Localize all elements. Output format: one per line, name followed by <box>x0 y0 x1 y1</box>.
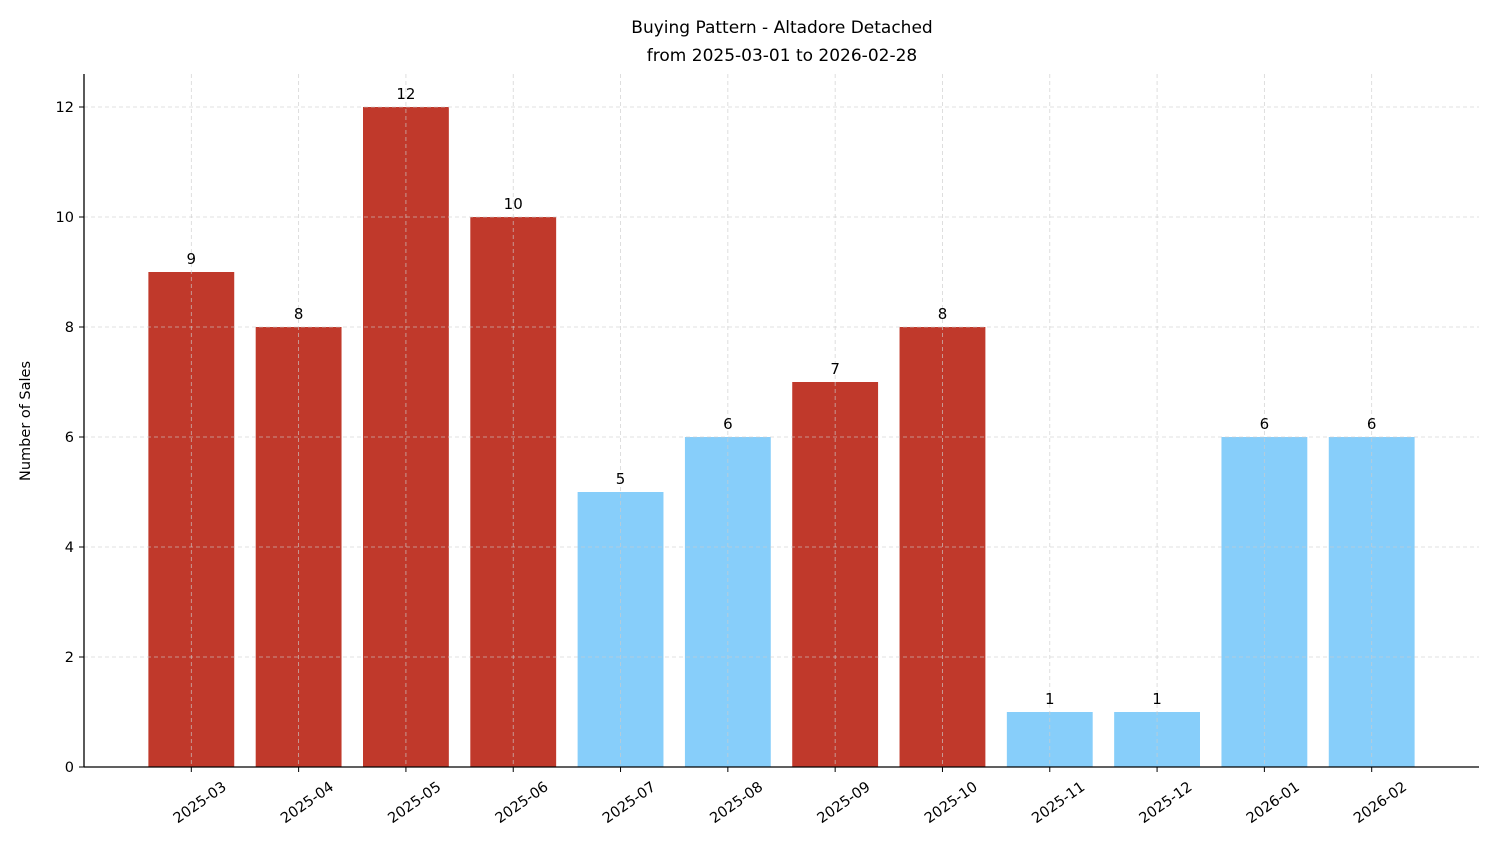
data-label-2025-11: 1 <box>1045 690 1055 708</box>
x-tick-label: 2025-03 <box>171 779 230 827</box>
data-label-2026-01: 6 <box>1260 415 1270 433</box>
x-tick-label: 2025-11 <box>1029 779 1088 827</box>
data-labels: 9 8 12 10 5 6 7 8 1 1 6 6 <box>187 85 1377 708</box>
y-tick-label: 0 <box>65 760 74 776</box>
data-label-2025-05: 12 <box>396 85 415 103</box>
data-label-2025-12: 1 <box>1152 690 1162 708</box>
data-label-2025-07: 5 <box>616 470 626 488</box>
x-tick-label: 2026-01 <box>1244 779 1303 827</box>
x-tick-label: 2025-09 <box>815 779 874 827</box>
data-label-2025-10: 8 <box>938 305 948 323</box>
y-tick-label: 8 <box>65 320 74 336</box>
x-tick-label: 2025-05 <box>385 779 444 827</box>
data-label-2025-09: 7 <box>830 360 840 378</box>
data-label-2026-02: 6 <box>1367 415 1377 433</box>
y-tick-label: 12 <box>56 100 74 116</box>
x-tick-label: 2025-07 <box>600 779 659 827</box>
x-tick-label: 2025-10 <box>922 779 981 827</box>
data-label-2025-08: 6 <box>723 415 733 433</box>
x-tick-label: 2026-02 <box>1351 779 1410 827</box>
x-tick-label: 2025-04 <box>278 779 337 827</box>
y-tick-label: 10 <box>56 210 74 226</box>
y-tick-label: 2 <box>65 650 74 666</box>
chart-subtitle: from 2025-03-01 to 2026-02-28 <box>647 46 917 66</box>
data-label-2025-06: 10 <box>504 195 523 213</box>
x-tick-label: 2025-08 <box>707 779 766 827</box>
y-tick-label: 4 <box>65 540 74 556</box>
x-tick-label: 2025-06 <box>493 779 552 827</box>
y-axis-label: Number of Sales <box>18 361 34 481</box>
data-label-2025-03: 9 <box>187 250 197 268</box>
x-tick-label: 2025-12 <box>1137 779 1196 827</box>
y-tick-label: 6 <box>65 430 74 446</box>
data-label-2025-04: 8 <box>294 305 304 323</box>
chart-title: Buying Pattern - Altadore Detached <box>631 18 932 38</box>
